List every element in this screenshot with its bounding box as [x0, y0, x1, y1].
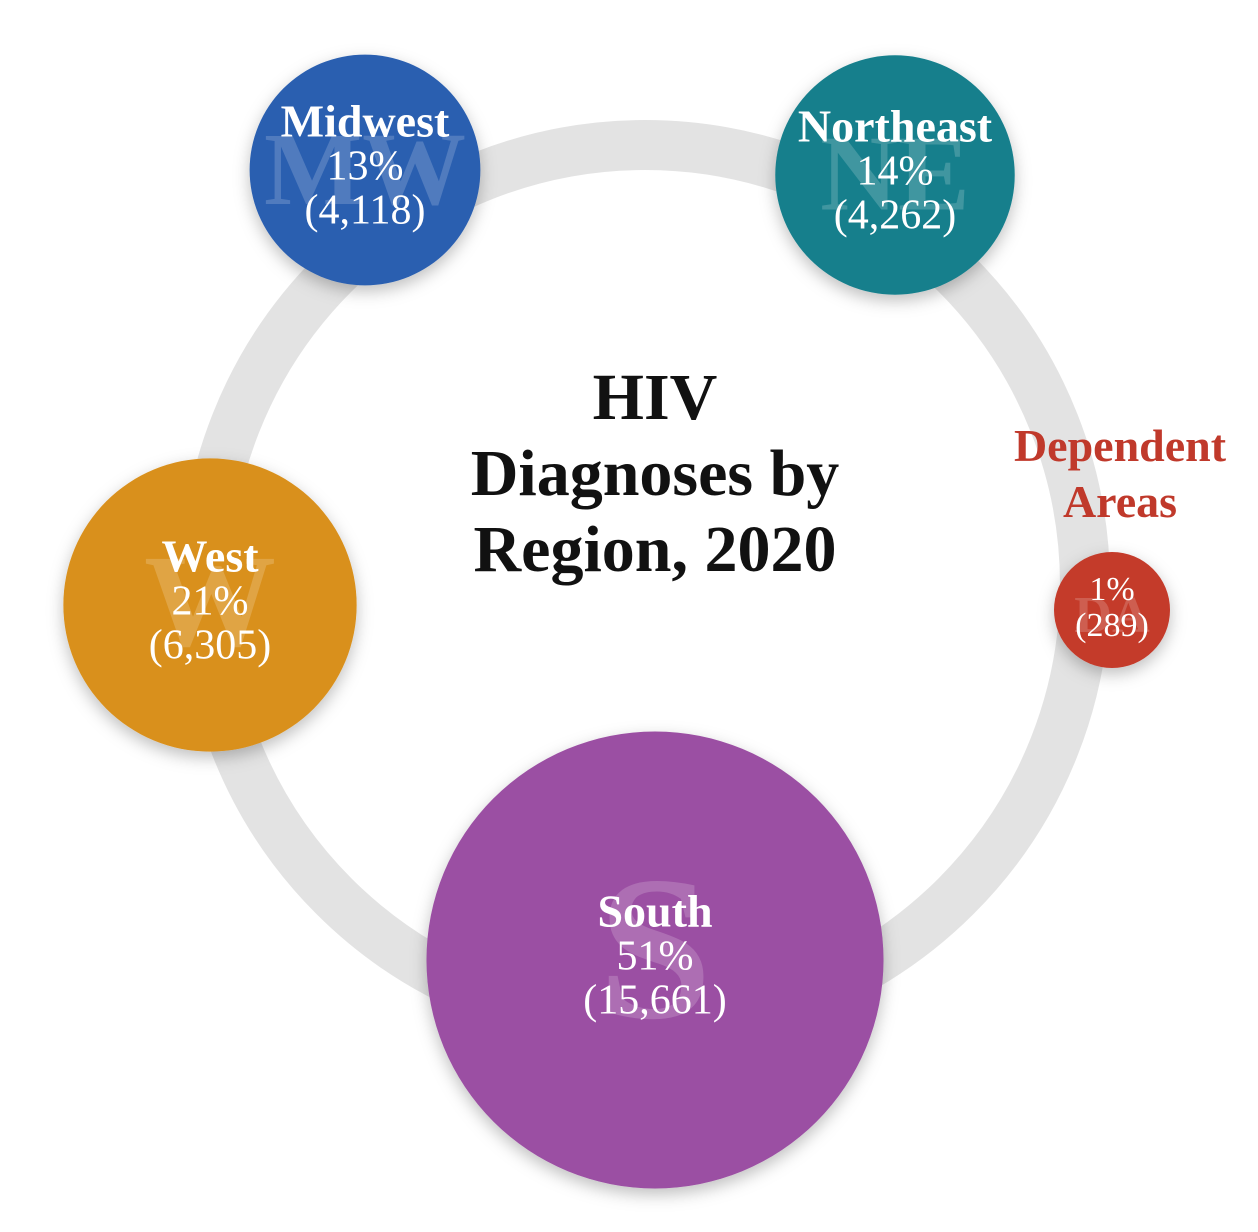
watermark: NE: [820, 115, 970, 234]
count-label: (289): [1075, 607, 1149, 644]
bubble: [1054, 552, 1170, 668]
value-label: 51%: [617, 934, 694, 980]
value-label: 13%: [327, 144, 404, 190]
bubble: [63, 458, 357, 752]
value-label: 14%: [857, 149, 934, 195]
count-label: (6,305): [149, 623, 271, 669]
category-label: Northeast: [798, 101, 993, 152]
count-label: (4,262): [834, 193, 956, 239]
category-label: South: [597, 886, 712, 937]
watermark: W: [144, 527, 276, 674]
value-label: 21%: [172, 579, 249, 625]
watermark: S: [598, 835, 712, 1062]
count-label: (15,661): [583, 978, 726, 1024]
category-label: West: [161, 531, 259, 582]
bubble: [426, 731, 884, 1189]
bubble: [249, 54, 481, 286]
category-label: Dependent Areas: [1013, 420, 1227, 527]
watermark: MW: [264, 112, 466, 227]
category-label: Midwest: [281, 96, 450, 147]
watermark: DA: [1074, 586, 1150, 644]
count-label: (4,118): [305, 188, 426, 234]
value-label: 1%: [1089, 571, 1134, 608]
chart-title: HIV Diagnoses by Region, 2020: [470, 361, 840, 586]
bubble: [775, 55, 1015, 295]
